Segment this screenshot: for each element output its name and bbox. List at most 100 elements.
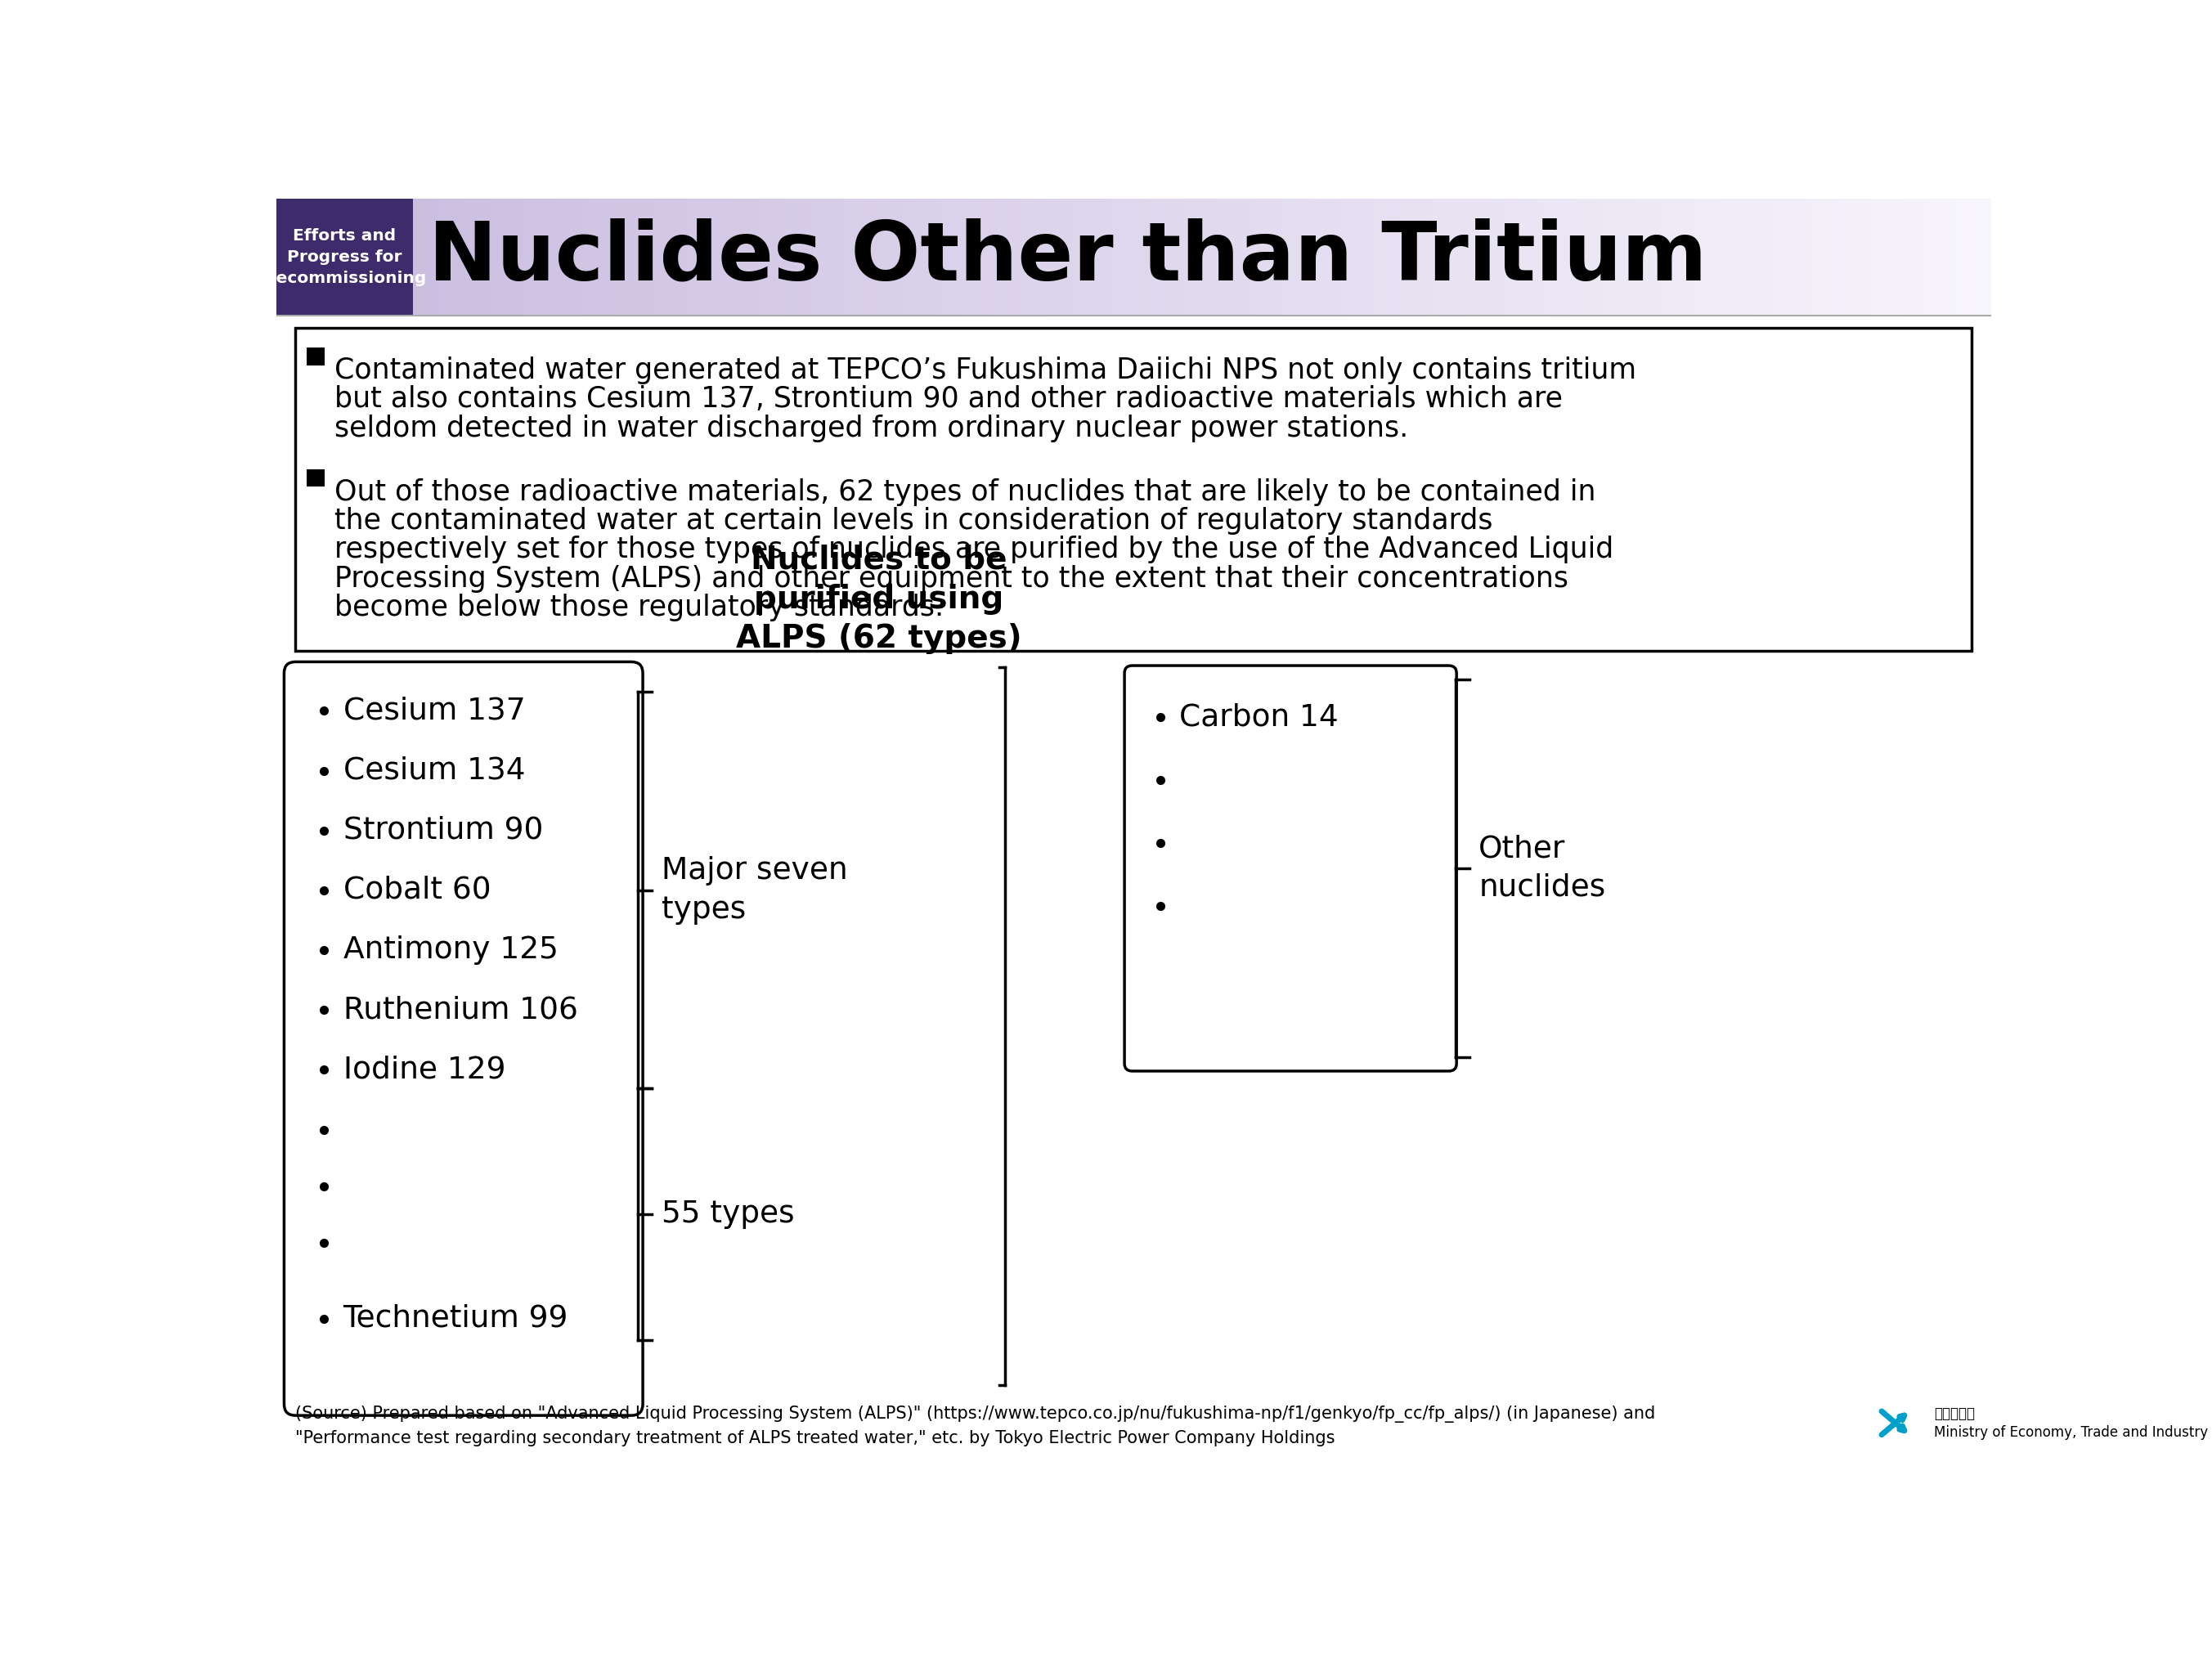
- Text: Cesium 137: Cesium 137: [343, 697, 524, 725]
- Bar: [1590, 199, 1597, 315]
- Bar: [865, 199, 872, 315]
- Bar: [1940, 199, 1947, 315]
- Bar: [1962, 199, 1969, 315]
- Bar: [1190, 199, 1197, 315]
- Bar: [666, 199, 672, 315]
- Bar: [1973, 199, 1980, 315]
- Bar: [465, 199, 471, 315]
- Bar: [283, 199, 288, 315]
- Bar: [825, 199, 832, 315]
- Bar: [460, 199, 467, 315]
- Text: Contaminated water generated at TEPCO’s Fukushima Daiichi NPS not only contains : Contaminated water generated at TEPCO’s …: [334, 357, 1637, 385]
- Bar: [1511, 199, 1517, 315]
- Bar: [1882, 199, 1889, 315]
- Bar: [951, 199, 958, 315]
- Bar: [608, 199, 615, 315]
- Bar: [1803, 199, 1809, 315]
- Bar: [316, 199, 323, 315]
- Bar: [1254, 199, 1261, 315]
- Text: Strontium 90: Strontium 90: [343, 816, 542, 846]
- Bar: [1150, 199, 1157, 315]
- Bar: [1893, 199, 1900, 315]
- Bar: [562, 199, 568, 315]
- Bar: [739, 199, 745, 315]
- Bar: [991, 199, 998, 315]
- Bar: [1630, 199, 1637, 315]
- Bar: [1121, 199, 1128, 315]
- Bar: [504, 199, 511, 315]
- Bar: [1106, 199, 1110, 315]
- Bar: [1493, 199, 1500, 315]
- Text: Other
nuclides: Other nuclides: [1480, 834, 1606, 902]
- Bar: [1876, 199, 1882, 315]
- Text: Cobalt 60: Cobalt 60: [343, 876, 491, 906]
- Bar: [688, 199, 695, 315]
- Bar: [1767, 199, 1774, 315]
- Bar: [305, 199, 312, 315]
- Bar: [1586, 199, 1590, 315]
- Bar: [1832, 199, 1838, 315]
- Bar: [367, 199, 374, 315]
- Bar: [1013, 199, 1020, 315]
- Bar: [529, 199, 535, 315]
- Bar: [1522, 199, 1528, 315]
- Text: Carbon 14: Carbon 14: [1179, 702, 1338, 732]
- Bar: [1316, 199, 1323, 315]
- Bar: [1060, 199, 1066, 315]
- Bar: [1031, 199, 1037, 315]
- Text: but also contains Cesium 137, Strontium 90 and other radioactive materials which: but also contains Cesium 137, Strontium …: [334, 385, 1564, 413]
- Bar: [648, 199, 655, 315]
- Bar: [591, 199, 597, 315]
- Bar: [1785, 199, 1792, 315]
- Bar: [1294, 199, 1301, 315]
- Bar: [511, 199, 518, 315]
- Bar: [1133, 199, 1139, 315]
- Bar: [1900, 199, 1907, 315]
- Bar: [1568, 199, 1575, 315]
- Bar: [310, 199, 316, 315]
- Text: 経済産業省
Ministry of Economy, Trade and Industry: 経済産業省 Ministry of Economy, Trade and Ind…: [1933, 1405, 2208, 1440]
- Bar: [1413, 199, 1420, 315]
- Bar: [1871, 199, 1878, 315]
- Bar: [1110, 199, 1117, 315]
- Bar: [1380, 199, 1385, 315]
- Bar: [500, 199, 507, 315]
- Bar: [1615, 199, 1619, 315]
- Bar: [706, 199, 712, 315]
- Bar: [1020, 199, 1026, 315]
- Bar: [1608, 199, 1615, 315]
- Text: Processing System (ALPS) and other equipment to the extent that their concentrat: Processing System (ALPS) and other equip…: [334, 564, 1568, 592]
- Bar: [1562, 199, 1568, 315]
- Bar: [1186, 199, 1192, 315]
- Bar: [1327, 199, 1334, 315]
- Bar: [785, 199, 792, 315]
- Bar: [774, 199, 781, 315]
- Bar: [327, 199, 334, 315]
- Bar: [619, 199, 626, 315]
- Bar: [1002, 199, 1009, 315]
- Bar: [613, 199, 619, 315]
- Bar: [1305, 199, 1312, 315]
- Bar: [425, 199, 431, 315]
- Bar: [385, 199, 392, 315]
- Bar: [681, 199, 688, 315]
- Bar: [1082, 199, 1088, 315]
- Bar: [1340, 199, 1345, 315]
- Bar: [584, 199, 591, 315]
- Bar: [1139, 199, 1146, 315]
- Bar: [1197, 199, 1203, 315]
- Bar: [1283, 199, 1290, 315]
- Bar: [710, 199, 717, 315]
- Bar: [489, 199, 493, 315]
- Bar: [1500, 199, 1506, 315]
- Bar: [1517, 199, 1522, 315]
- Bar: [1276, 199, 1283, 315]
- Bar: [876, 199, 883, 315]
- Bar: [1683, 199, 1688, 315]
- Bar: [854, 199, 860, 315]
- Bar: [1688, 199, 1694, 315]
- Bar: [453, 199, 460, 315]
- Bar: [407, 199, 414, 315]
- Bar: [763, 199, 768, 315]
- Bar: [699, 199, 706, 315]
